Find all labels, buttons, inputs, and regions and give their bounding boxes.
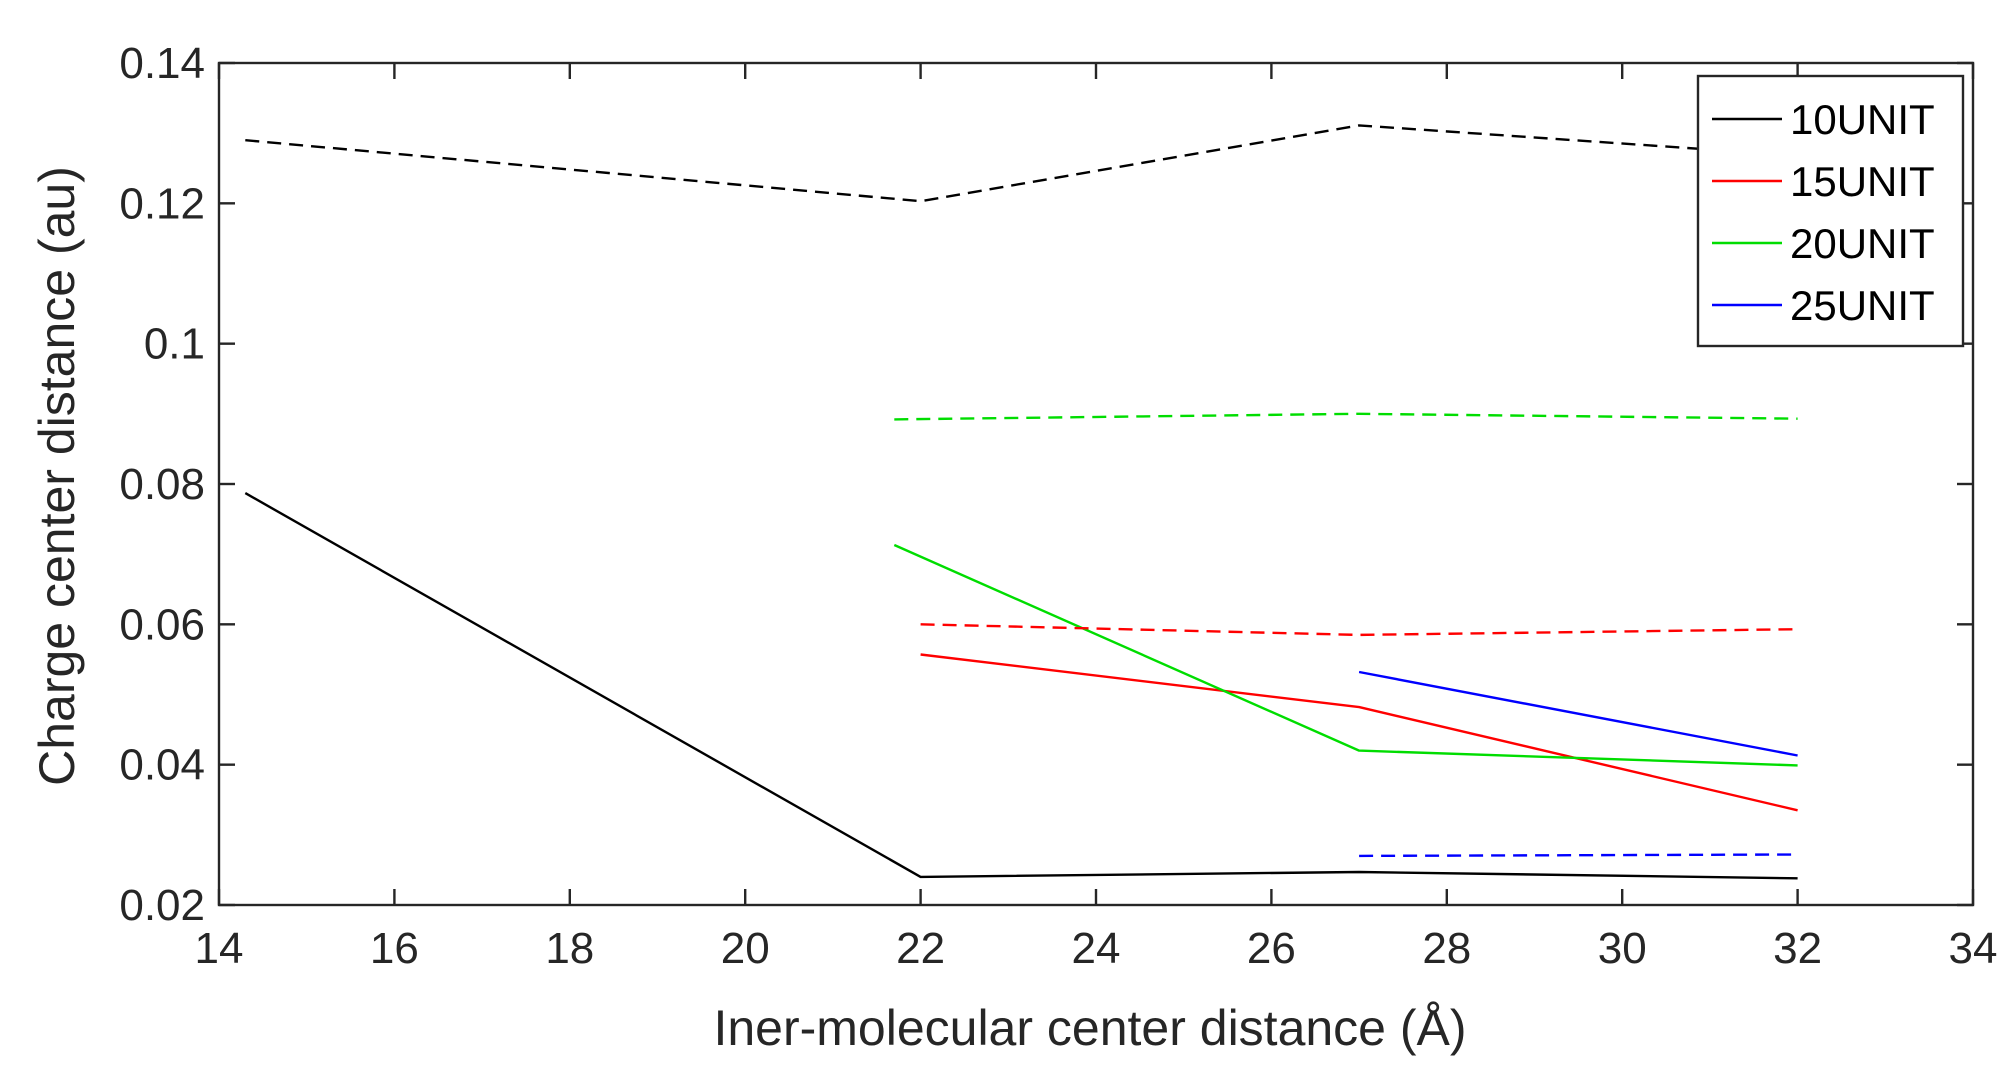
y-axis-title: Charge center distance (au) (29, 166, 85, 786)
x-tick-label: 14 (195, 924, 244, 973)
x-tick-label: 32 (1773, 924, 1822, 973)
x-tick-label: 26 (1247, 924, 1296, 973)
y-tick-label: 0.08 (119, 460, 205, 509)
x-tick-label: 22 (896, 924, 945, 973)
unlabeled-dashed-series-line (894, 412, 1798, 421)
y-tick-label: 0.02 (119, 881, 205, 930)
legend-label: 25UNIT (1790, 282, 1935, 329)
legend-label: 10UNIT (1790, 96, 1935, 143)
x-tick-label: 34 (1949, 924, 1998, 973)
x-tick-label: 30 (1598, 924, 1647, 973)
legend-box (1696, 74, 1965, 348)
y-tick-label: 0.04 (119, 741, 205, 790)
15unit-solid-series-line (920, 653, 1798, 812)
y-tick-label: 0.12 (119, 179, 205, 228)
x-tick-label: 28 (1422, 924, 1471, 973)
10unit-solid-series-line (244, 492, 1798, 880)
legend-label: 15UNIT (1790, 158, 1935, 205)
legend-label: 20UNIT (1790, 220, 1935, 267)
series-lines (244, 124, 1798, 880)
legend: 10UNIT 15UNIT 20UNIT 25UNIT (1696, 74, 1965, 348)
axes: 14 16 18 20 22 24 26 28 30 32 34 0.02 0.04 0.06 0.08 0.… (119, 39, 1997, 973)
x-tick-label: 16 (370, 924, 419, 973)
y-tick-label: 0.06 (119, 600, 205, 649)
unlabeled-dashed-series-line (245, 124, 1798, 203)
20unit-solid-series-line (893, 543, 1798, 767)
x-tick-label: 18 (545, 924, 594, 973)
x-tick-label: 20 (721, 924, 770, 973)
unlabeled-dashed-series-line (920, 623, 1798, 637)
unlabeled-dashed-series-line (1359, 853, 1798, 858)
x-tick-label: 24 (1072, 924, 1121, 973)
y-tick-label: 0.14 (119, 39, 205, 88)
25unit-solid-series-line (1358, 670, 1798, 757)
y-tick-label: 0.1 (144, 320, 205, 369)
x-axis-title: Iner-molecular center distance (Å) (713, 1000, 1466, 1056)
